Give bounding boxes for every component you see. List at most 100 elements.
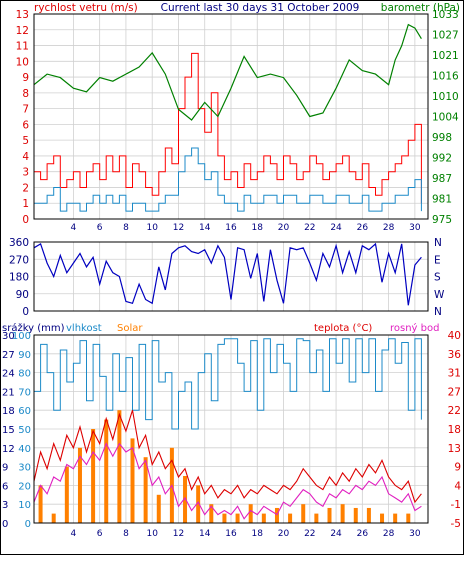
rain-tick-label: 18 xyxy=(2,406,15,417)
solar-bar xyxy=(38,485,43,523)
humidity-tick-label: 100 xyxy=(12,331,31,342)
x-tick-label: 10 xyxy=(146,529,158,539)
humidity-tick-label: 40 xyxy=(18,444,31,455)
plot-frame xyxy=(33,334,429,524)
solar-bar xyxy=(327,507,332,523)
temperature-tick-label: 36 xyxy=(448,349,462,361)
temperature-tick-label: -5 xyxy=(451,518,461,530)
solar-bar xyxy=(261,513,266,523)
humidity-tick-label: 10 xyxy=(18,500,31,511)
solar-bar xyxy=(130,438,135,523)
x-tick-label: 12 xyxy=(173,223,184,233)
wind-speed-tick-label: 4 xyxy=(22,151,29,163)
temperature-line xyxy=(33,410,422,504)
wind-speed-tick-label: 7 xyxy=(22,104,29,116)
dew-point-legend: rosný bod xyxy=(390,322,439,334)
temperature-tick-label: 31 xyxy=(448,368,461,380)
x-tick-label: 12 xyxy=(173,529,184,539)
barometer-tick-label: 998 xyxy=(432,132,452,144)
rain-tick-label: 21 xyxy=(2,387,15,398)
rain-tick-label: 27 xyxy=(2,350,15,361)
humidity-line xyxy=(34,338,422,430)
rain-tick-label: 9 xyxy=(2,463,8,474)
chart-title: Current last 30 days 31 October 2009 xyxy=(161,2,360,14)
x-tick-label: 28 xyxy=(383,529,395,539)
x-tick-label: 6 xyxy=(97,223,103,233)
x-tick-label: 24 xyxy=(330,223,342,233)
humidity-tick-label: 90 xyxy=(18,350,31,361)
rain-tick-label: 24 xyxy=(2,369,15,380)
x-tick-label: 6 xyxy=(97,529,103,539)
barometer-tick-label: 1016 xyxy=(432,71,459,83)
temperature-tick-label: 4 xyxy=(454,480,461,492)
rain-tick-label: 3 xyxy=(2,500,8,511)
solar-bar xyxy=(288,513,293,523)
x-tick-label: 10 xyxy=(146,223,158,233)
rain-tick-label: 12 xyxy=(2,444,15,455)
wind-speed-tick-label: 0 xyxy=(22,214,29,226)
solar-bar xyxy=(51,513,56,523)
humidity-legend: vlhkost xyxy=(66,323,102,334)
barometer-tick-label: 987 xyxy=(432,173,452,185)
x-tick-label: 18 xyxy=(252,223,264,233)
temperature-tick-label: -1 xyxy=(451,499,461,511)
solar-bar xyxy=(366,507,371,523)
barometer-tick-label: 975 xyxy=(432,214,452,226)
humidity-tick-label: 50 xyxy=(18,425,31,436)
wind-speed-tick-label: 6 xyxy=(22,119,29,131)
direction-tick-label: 360 xyxy=(9,237,29,249)
temperature-tick-label: 18 xyxy=(448,424,461,436)
wind-speed-tick-label: 11 xyxy=(16,41,29,53)
x-tick-label: 26 xyxy=(357,529,369,539)
solar-bar xyxy=(248,504,253,523)
solar-bar xyxy=(353,507,358,523)
temperature-legend: teplota (°C) xyxy=(314,323,372,334)
wind-speed-tick-label: 1 xyxy=(22,198,29,210)
x-tick-label: 20 xyxy=(278,223,290,233)
solar-bar xyxy=(196,485,201,523)
solar-bar xyxy=(117,410,122,523)
solar-bar xyxy=(301,504,306,523)
barometer-axis-label: barometr (hPa) xyxy=(381,2,460,14)
x-tick-label: 30 xyxy=(409,529,421,539)
direction-tick-label: 0 xyxy=(22,306,29,318)
solar-bar xyxy=(274,507,279,523)
x-tick-label: 28 xyxy=(383,223,395,233)
compass-tick-label: E xyxy=(434,254,441,266)
wind-speed-tick-label: 13 xyxy=(16,9,29,21)
compass-tick-label: N xyxy=(434,306,442,318)
solar-bar xyxy=(222,513,227,523)
x-tick-label: 22 xyxy=(304,223,315,233)
rain-axis-label: srážky (mm) xyxy=(2,322,65,334)
wind-speed-tick-label: 3 xyxy=(22,167,29,179)
solar-bar xyxy=(91,429,96,523)
solar-legend: Solar xyxy=(117,323,143,334)
solar-bar xyxy=(393,513,398,523)
humidity-tick-label: 0 xyxy=(25,519,31,530)
direction-tick-label: 90 xyxy=(16,289,29,301)
x-tick-label: 16 xyxy=(225,223,237,233)
barometer-tick-label: 1033 xyxy=(432,9,459,21)
x-tick-label: 8 xyxy=(123,529,129,539)
x-tick-label: 14 xyxy=(199,223,211,233)
wind-speed-tick-label: 9 xyxy=(22,72,29,84)
wind-gust-line xyxy=(34,52,422,204)
barometer-tick-label: 1010 xyxy=(432,91,459,103)
compass-tick-label: W xyxy=(434,289,445,301)
wind-speed-axis-label: rychlost vetru (m/s) xyxy=(34,2,138,14)
x-tick-label: 8 xyxy=(123,223,129,233)
barometer-tick-label: 981 xyxy=(432,194,452,206)
wind-speed-tick-label: 2 xyxy=(22,182,29,194)
humidity-tick-label: 30 xyxy=(18,463,31,474)
solar-bar xyxy=(77,447,82,523)
humidity-tick-label: 80 xyxy=(18,369,31,380)
x-tick-label: 4 xyxy=(71,529,77,539)
rain-tick-label: 15 xyxy=(2,425,15,436)
temperature-tick-label: 13 xyxy=(448,443,461,455)
solar-bar xyxy=(380,513,385,523)
wind-average-line xyxy=(34,147,422,212)
wind-speed-tick-label: 8 xyxy=(22,88,29,100)
x-tick-label: 26 xyxy=(357,223,369,233)
